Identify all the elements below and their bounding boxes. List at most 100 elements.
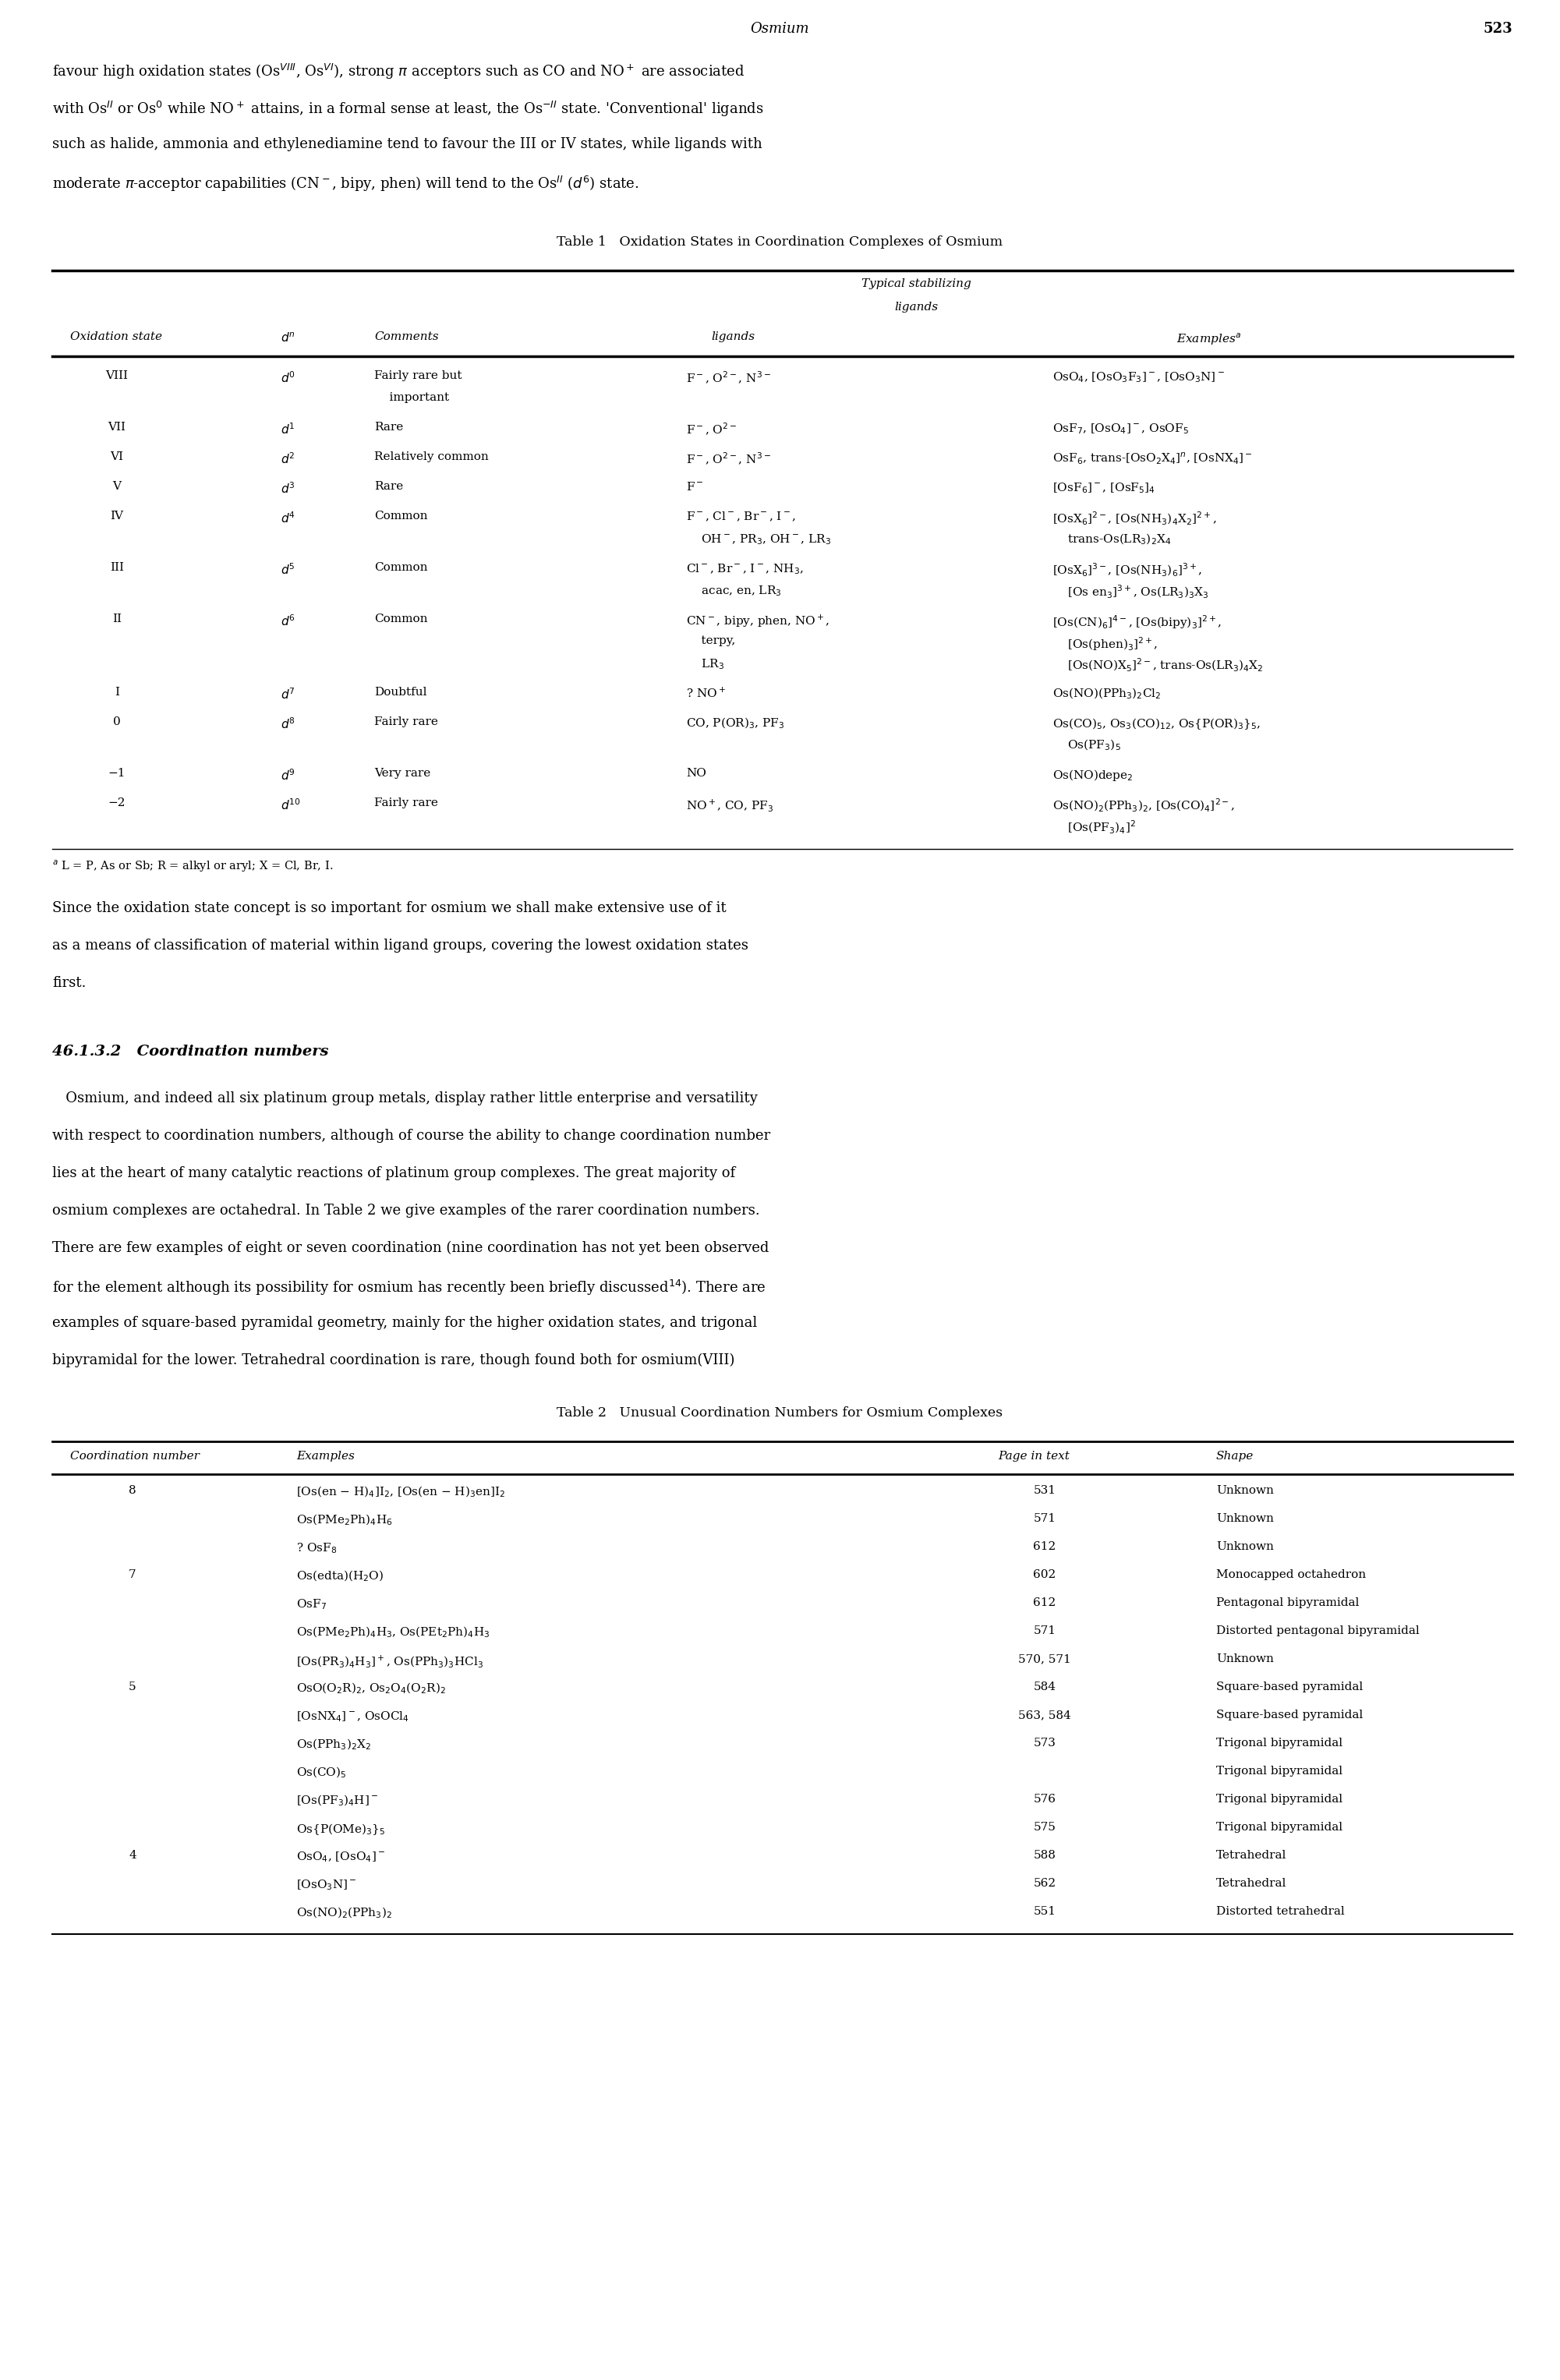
Text: examples of square-based pyramidal geometry, mainly for the higher oxidation sta: examples of square-based pyramidal geome…	[51, 1316, 757, 1330]
Text: $d^{3}$: $d^{3}$	[281, 481, 295, 495]
Text: Table 1   Oxidation States in Coordination Complexes of Osmium: Table 1 Oxidation States in Coordination…	[557, 236, 1003, 248]
Text: Trigonal bipyramidal: Trigonal bipyramidal	[1217, 1821, 1343, 1833]
Text: 7: 7	[129, 1568, 136, 1580]
Text: 612: 612	[1033, 1597, 1056, 1609]
Text: as a means of classification of material within ligand groups, covering the lowe: as a means of classification of material…	[51, 938, 749, 952]
Text: favour high oxidation states (Os$^{VIII}$, Os$^{VI}$), strong $\pi$ acceptors su: favour high oxidation states (Os$^{VIII}…	[51, 62, 744, 81]
Text: Cl$^-$, Br$^-$, I$^-$, NH$_3$,: Cl$^-$, Br$^-$, I$^-$, NH$_3$,	[686, 562, 803, 576]
Text: [Os(NO)X$_5$]$^{2-}$, trans-Os(LR$_3$)$_4$X$_2$: [Os(NO)X$_5$]$^{2-}$, trans-Os(LR$_3$)$_…	[1053, 657, 1264, 674]
Text: [Os(PR$_3$)$_4$H$_3$]$^+$, Os(PPh$_3$)$_3$HCl$_3$: [Os(PR$_3$)$_4$H$_3$]$^+$, Os(PPh$_3$)$_…	[296, 1654, 484, 1668]
Text: 0: 0	[114, 716, 120, 728]
Text: 46.1.3.2   Coordination numbers: 46.1.3.2 Coordination numbers	[51, 1045, 329, 1059]
Text: F$^-$, Cl$^-$, Br$^-$, I$^-$,: F$^-$, Cl$^-$, Br$^-$, I$^-$,	[686, 512, 796, 524]
Text: Unknown: Unknown	[1217, 1514, 1275, 1523]
Text: Examples: Examples	[296, 1452, 354, 1461]
Text: $d^{10}$: $d^{10}$	[281, 797, 301, 812]
Text: $d^{8}$: $d^{8}$	[281, 716, 295, 731]
Text: $d^{2}$: $d^{2}$	[281, 452, 295, 466]
Text: ? NO$^+$: ? NO$^+$	[686, 688, 725, 700]
Text: first.: first.	[51, 976, 86, 990]
Text: such as halide, ammonia and ethylenediamine tend to favour the III or IV states,: such as halide, ammonia and ethylenediam…	[51, 138, 763, 152]
Text: I: I	[114, 688, 119, 697]
Text: [OsF$_6$]$^-$, [OsF$_5$]$_4$: [OsF$_6$]$^-$, [OsF$_5$]$_4$	[1053, 481, 1156, 495]
Text: VI: VI	[111, 452, 123, 462]
Text: Fairly rare: Fairly rare	[374, 716, 438, 728]
Text: 575: 575	[1033, 1821, 1056, 1833]
Text: 563, 584: 563, 584	[1019, 1709, 1072, 1721]
Text: Tetrahedral: Tetrahedral	[1217, 1878, 1287, 1890]
Text: $^a$ L = P, As or Sb; R = alkyl or aryl; X = Cl, Br, I.: $^a$ L = P, As or Sb; R = alkyl or aryl;…	[51, 859, 334, 873]
Text: moderate $\pi$-acceptor capabilities (CN$^-$, bipy, phen) will tend to the Os$^{: moderate $\pi$-acceptor capabilities (CN…	[51, 174, 640, 193]
Text: trans-Os(LR$_3$)$_2$X$_4$: trans-Os(LR$_3$)$_2$X$_4$	[1053, 533, 1172, 547]
Text: bipyramidal for the lower. Tetrahedral coordination is rare, though found both f: bipyramidal for the lower. Tetrahedral c…	[51, 1354, 735, 1368]
Text: ligands: ligands	[894, 302, 938, 312]
Text: $d^{1}$: $d^{1}$	[281, 421, 295, 436]
Text: Square-based pyramidal: Square-based pyramidal	[1217, 1709, 1363, 1721]
Text: lies at the heart of many catalytic reactions of platinum group complexes. The g: lies at the heart of many catalytic reac…	[51, 1166, 735, 1180]
Text: 588: 588	[1033, 1849, 1056, 1861]
Text: Square-based pyramidal: Square-based pyramidal	[1217, 1683, 1363, 1692]
Text: $d^{4}$: $d^{4}$	[281, 512, 295, 526]
Text: Monocapped octahedron: Monocapped octahedron	[1217, 1568, 1367, 1580]
Text: Pentagonal bipyramidal: Pentagonal bipyramidal	[1217, 1597, 1359, 1609]
Text: Os(NO)(PPh$_3$)$_2$Cl$_2$: Os(NO)(PPh$_3$)$_2$Cl$_2$	[1053, 688, 1161, 702]
Text: osmium complexes are octahedral. In Table 2 we give examples of the rarer coordi: osmium complexes are octahedral. In Tabl…	[51, 1204, 760, 1219]
Text: for the element although its possibility for osmium has recently been briefly di: for the element although its possibility…	[51, 1278, 766, 1297]
Text: CO, P(OR)$_3$, PF$_3$: CO, P(OR)$_3$, PF$_3$	[686, 716, 785, 731]
Text: Distorted pentagonal bipyramidal: Distorted pentagonal bipyramidal	[1217, 1626, 1420, 1637]
Text: Rare: Rare	[374, 481, 402, 493]
Text: Os(PMe$_2$Ph)$_4$H$_3$, Os(PEt$_2$Ph)$_4$H$_3$: Os(PMe$_2$Ph)$_4$H$_3$, Os(PEt$_2$Ph)$_4…	[296, 1626, 490, 1640]
Text: Rare: Rare	[374, 421, 402, 433]
Text: Examples$^a$: Examples$^a$	[1176, 331, 1240, 347]
Text: 584: 584	[1033, 1683, 1056, 1692]
Text: Os(edta)(H$_2$O): Os(edta)(H$_2$O)	[296, 1568, 384, 1583]
Text: 602: 602	[1033, 1568, 1056, 1580]
Text: F$^-$: F$^-$	[686, 481, 704, 493]
Text: Unknown: Unknown	[1217, 1542, 1275, 1552]
Text: Oxidation state: Oxidation state	[70, 331, 162, 343]
Text: Os(NO)$_2$(PPh$_3$)$_2$: Os(NO)$_2$(PPh$_3$)$_2$	[296, 1906, 392, 1921]
Text: Trigonal bipyramidal: Trigonal bipyramidal	[1217, 1737, 1343, 1749]
Text: Very rare: Very rare	[374, 769, 431, 778]
Text: [Os(en $-$ H)$_4$]I$_2$, [Os(en $-$ H)$_3$en]I$_2$: [Os(en $-$ H)$_4$]I$_2$, [Os(en $-$ H)$_…	[296, 1485, 505, 1499]
Text: 531: 531	[1033, 1485, 1056, 1497]
Text: 4: 4	[129, 1849, 136, 1861]
Text: F$^-$, O$^{2-}$, N$^{3-}$: F$^-$, O$^{2-}$, N$^{3-}$	[686, 452, 771, 466]
Text: [OsNX$_4$]$^-$, OsOCl$_4$: [OsNX$_4$]$^-$, OsOCl$_4$	[296, 1709, 409, 1723]
Text: [OsX$_6$]$^{3-}$, [Os(NH$_3$)$_6$]$^{3+}$,: [OsX$_6$]$^{3-}$, [Os(NH$_3$)$_6$]$^{3+}…	[1053, 562, 1203, 578]
Text: Osmium, and indeed all six platinum group metals, display rather little enterpri: Osmium, and indeed all six platinum grou…	[51, 1092, 758, 1104]
Text: $d^{5}$: $d^{5}$	[281, 562, 295, 576]
Text: Common: Common	[374, 562, 427, 574]
Text: [OsX$_6$]$^{2-}$, [Os(NH$_3$)$_4$X$_2$]$^{2+}$,: [OsX$_6$]$^{2-}$, [Os(NH$_3$)$_4$X$_2$]$…	[1053, 512, 1217, 526]
Text: IV: IV	[111, 512, 123, 521]
Text: [Os(PF$_3$)$_4$]$^2$: [Os(PF$_3$)$_4$]$^2$	[1053, 819, 1136, 835]
Text: There are few examples of eight or seven coordination (nine coordination has not: There are few examples of eight or seven…	[51, 1240, 769, 1254]
Text: with Os$^{II}$ or Os$^0$ while NO$^+$ attains, in a formal sense at least, the O: with Os$^{II}$ or Os$^0$ while NO$^+$ at…	[51, 100, 763, 119]
Text: Relatively common: Relatively common	[374, 452, 488, 462]
Text: Since the oxidation state concept is so important for osmium we shall make exten: Since the oxidation state concept is so …	[51, 902, 727, 916]
Text: 612: 612	[1033, 1542, 1056, 1552]
Text: OsO$_4$, [OsO$_3$F$_3$]$^-$, [OsO$_3$N]$^-$: OsO$_4$, [OsO$_3$F$_3$]$^-$, [OsO$_3$N]$…	[1053, 371, 1225, 383]
Text: LR$_3$: LR$_3$	[686, 657, 724, 671]
Text: Os(PF$_3$)$_5$: Os(PF$_3$)$_5$	[1053, 738, 1122, 752]
Text: $d^n$: $d^n$	[281, 331, 295, 345]
Text: [Os(CN)$_6$]$^{4-}$, [Os(bipy)$_3$]$^{2+}$,: [Os(CN)$_6$]$^{4-}$, [Os(bipy)$_3$]$^{2+…	[1053, 614, 1221, 631]
Text: 523: 523	[1484, 21, 1513, 36]
Text: Common: Common	[374, 512, 427, 521]
Text: important: important	[374, 393, 449, 402]
Text: 571: 571	[1033, 1626, 1056, 1637]
Text: −1: −1	[108, 769, 126, 778]
Text: 571: 571	[1033, 1514, 1056, 1523]
Text: NO: NO	[686, 769, 707, 778]
Text: Table 2   Unusual Coordination Numbers for Osmium Complexes: Table 2 Unusual Coordination Numbers for…	[557, 1407, 1003, 1418]
Text: terpy,: terpy,	[686, 635, 735, 647]
Text: Page in text: Page in text	[998, 1452, 1070, 1461]
Text: 551: 551	[1033, 1906, 1056, 1916]
Text: $d^{7}$: $d^{7}$	[281, 688, 295, 702]
Text: $d^{9}$: $d^{9}$	[281, 769, 295, 783]
Text: Coordination number: Coordination number	[70, 1452, 200, 1461]
Text: Os(CO)$_5$, Os$_3$(CO)$_{12}$, Os{P(OR)$_3$}$_5$,: Os(CO)$_5$, Os$_3$(CO)$_{12}$, Os{P(OR)$…	[1053, 716, 1260, 731]
Text: Fairly rare: Fairly rare	[374, 797, 438, 809]
Text: OsF$_6$, trans-[OsO$_2$X$_4$]$^n$, [OsNX$_4$]$^-$: OsF$_6$, trans-[OsO$_2$X$_4$]$^n$, [OsNX…	[1053, 452, 1253, 466]
Text: [Os(PF$_3$)$_4$H]$^-$: [Os(PF$_3$)$_4$H]$^-$	[296, 1795, 378, 1809]
